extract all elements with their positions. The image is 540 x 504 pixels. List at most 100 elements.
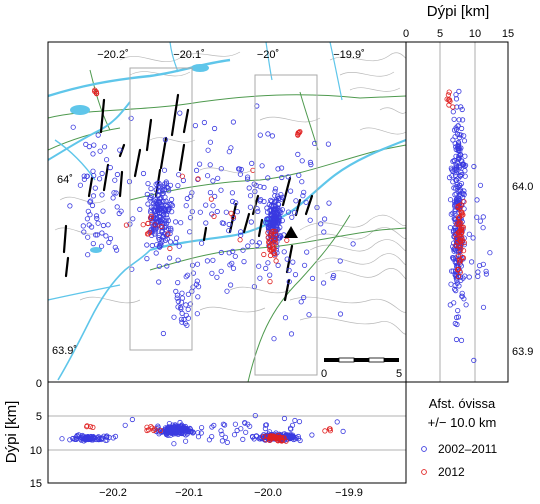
quake-marker [231,432,238,438]
quake-marker [282,315,289,321]
quake-marker [245,176,251,182]
quake-marker [187,215,194,221]
quake-marker [232,421,238,427]
quake-marker [287,188,294,194]
quake-marker [165,231,171,237]
quake-marker [273,258,279,264]
quake-marker [184,322,190,328]
quake-marker [326,426,333,432]
quake-marker [475,269,481,275]
quake-marker [84,423,90,429]
quake-marker [85,252,91,258]
quake-marker [233,200,239,206]
quake-marker [183,429,189,435]
quake-marker [266,240,273,246]
quake-marker [152,426,158,432]
quake-marker [90,434,97,440]
bottom-ytick-10: 10 [30,445,42,457]
quake-marker [286,279,292,285]
quake-marker [118,208,124,214]
quake-marker [470,235,476,241]
quake-marker [106,239,112,245]
quake-marker [474,197,480,203]
quake-marker [156,235,162,241]
quake-marker [295,151,301,157]
quake-marker [455,195,461,201]
quake-marker [455,243,462,249]
map-lon-label-2: −20.1˚ [173,49,205,61]
quake-marker [262,422,269,428]
quake-marker [251,181,257,187]
quake-marker [159,191,165,197]
quake-marker [214,208,220,215]
quake-marker [110,195,116,201]
quake-marker [230,214,236,220]
quake-marker [460,255,466,261]
quake-marker [303,199,309,205]
quake-marker [460,248,467,254]
quake-marker [194,167,200,173]
quake-marker [153,250,159,256]
quake-marker [84,173,90,179]
quake-marker [262,425,268,432]
quake-marker [145,201,151,207]
quake-marker [179,310,185,316]
quake-marker [293,198,299,204]
quake-marker [151,207,157,213]
quake-marker [175,298,181,304]
quake-marker [112,433,119,439]
quake-marker [174,235,180,241]
quake-marker [190,429,196,435]
quake-marker [113,190,119,196]
quake-marker [266,243,272,249]
quake-marker [267,437,273,443]
bottom-ytick-0: 0 [36,378,42,390]
bottom-xtick-4: −19.9 [335,487,363,499]
quake-marker [275,262,281,268]
quake-marker [144,231,151,237]
quake-marker [278,165,285,171]
quake-marker [272,253,278,259]
quake-marker [178,304,184,311]
quake-marker [99,170,105,177]
quake-marker [286,267,292,273]
quake-marker [107,165,113,171]
quake-marker [167,239,174,245]
bottom-profile-earthquakes [59,412,346,447]
quake-marker [453,96,460,102]
quake-marker [203,220,209,226]
quake-marker [209,424,215,430]
quake-marker [156,263,162,269]
bottom-profile-ylabel: Dýpi [km] [3,401,20,464]
quake-marker [177,110,183,116]
quake-marker [261,251,267,258]
quake-marker [80,223,86,229]
quake-marker [267,278,273,285]
map-lat-label-63-9: 63.9˚ [52,345,77,357]
quake-marker [149,425,155,431]
quake-marker [199,424,205,431]
quake-marker [70,124,76,130]
quake-marker [160,330,166,337]
quake-marker [237,171,243,177]
quake-marker [306,312,312,318]
quake-marker [301,262,308,268]
quake-marker [195,294,201,300]
quake-marker [187,428,193,434]
quake-marker [452,192,458,198]
right-profile-frame [405,41,509,383]
bottom-xtick-3: −20.0 [254,487,282,499]
quake-marker [462,173,468,179]
quake-marker [456,283,462,289]
quake-marker [461,138,468,144]
quake-marker [177,424,183,430]
quake-marker [450,168,456,174]
quake-marker [169,203,176,209]
quake-marker [167,182,174,188]
map-lon-label-4: −19.9˚ [333,49,365,61]
quake-marker [454,183,460,190]
quake-marker [243,429,249,435]
quake-marker [456,88,462,95]
quake-marker [279,174,285,181]
quake-marker [272,228,278,234]
